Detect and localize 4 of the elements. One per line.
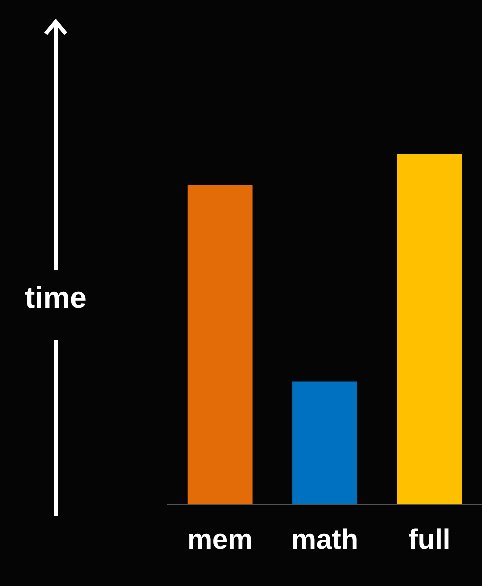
x-tick-label: mem: [188, 524, 254, 555]
x-tick-label: math: [292, 524, 358, 555]
y-axis-title: time: [24, 282, 88, 316]
x-tick-label: full: [408, 524, 451, 555]
